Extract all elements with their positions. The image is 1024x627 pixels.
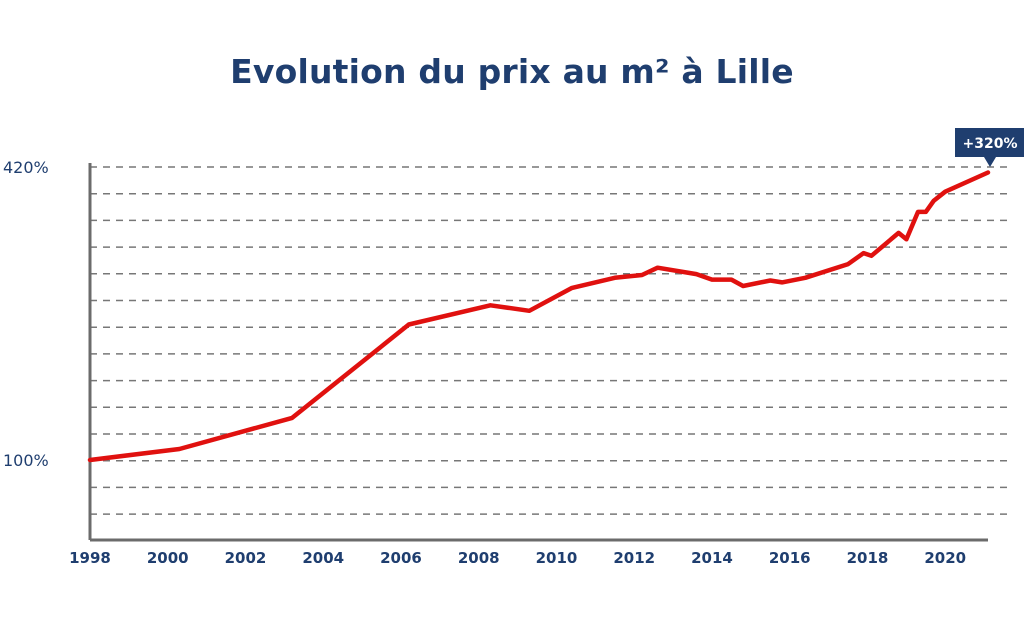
chart-title: Evolution du prix au m² à Lille — [230, 52, 794, 91]
axes — [88, 163, 988, 542]
x-tick-label: 2014 — [691, 549, 733, 567]
grid-lines — [90, 166, 1010, 515]
x-tick-label: 2000 — [147, 549, 189, 567]
x-tick-label: 2002 — [225, 549, 267, 567]
series-layer — [87, 170, 991, 463]
x-tick-label: 2018 — [847, 549, 889, 567]
x-tick-label: 1998 — [69, 549, 111, 567]
annotation-label: +320% — [963, 136, 1018, 152]
x-tick-label: 2004 — [302, 549, 344, 567]
y-tick-label: 100% — [3, 451, 49, 470]
y-tick-label: 420% — [3, 158, 49, 177]
x-tick-label: 2008 — [458, 549, 500, 567]
x-tick-label: 2010 — [536, 549, 578, 567]
y-axis-labels: 100% 420% — [3, 158, 49, 470]
x-tick-label: 2016 — [769, 549, 811, 567]
x-tick-label: 2012 — [613, 549, 655, 567]
x-tick-label: 2006 — [380, 549, 422, 567]
series-line — [87, 170, 991, 463]
x-tick-label: 2020 — [924, 549, 966, 567]
annotation-badge: +320% — [955, 128, 1024, 167]
annotation-callout — [955, 128, 1024, 167]
x-axis-labels: 1998 2000 2002 2004 2006 2008 2010 2012 2014 2016… — [69, 549, 966, 567]
